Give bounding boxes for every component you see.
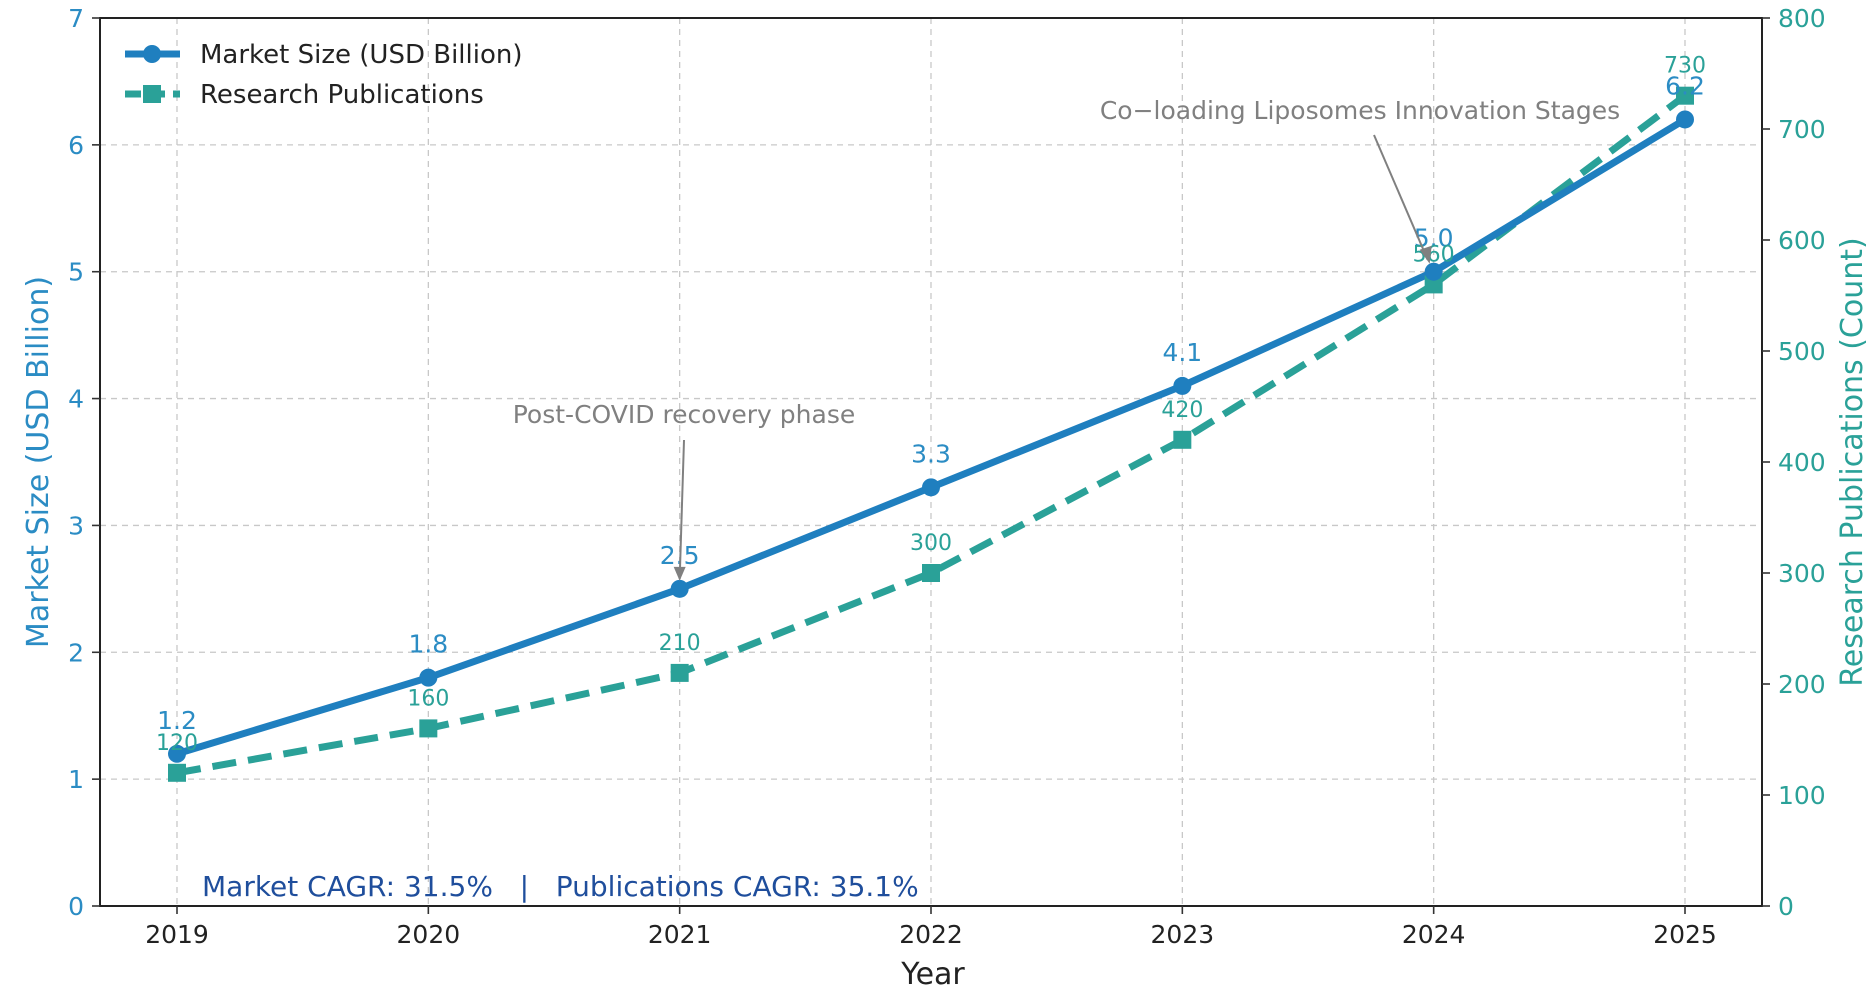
y-tick-label: 6 xyxy=(68,131,84,160)
annotation-arrow-line xyxy=(678,439,685,579)
annotation-arrowhead xyxy=(673,566,686,581)
x-tick-label: 2021 xyxy=(648,920,712,949)
market-size-point xyxy=(419,668,438,687)
market-size-point xyxy=(168,744,186,763)
y2-tick-label: 200 xyxy=(1778,670,1826,699)
market-size-data-label: 4.1 xyxy=(1162,338,1202,367)
legend-market-label: Market Size (USD Billion) xyxy=(200,40,523,70)
publications-data-label: 160 xyxy=(407,686,449,711)
publications-data-label: 730 xyxy=(1664,54,1706,79)
y-tick-label: 5 xyxy=(68,258,84,287)
x-tick-label: 2025 xyxy=(1653,920,1717,949)
market-size-point xyxy=(922,478,940,497)
publications-point xyxy=(1424,275,1443,294)
publications-point xyxy=(670,663,689,682)
cagr-summary: Market CAGR: 31.5% | Publications CAGR: … xyxy=(202,870,919,903)
y2-tick-label: 500 xyxy=(1778,337,1826,366)
annotation-arrow-line xyxy=(1373,134,1429,261)
publications-data-label: 560 xyxy=(1413,242,1455,267)
market-size-point xyxy=(1424,262,1443,281)
publications-data-label: 420 xyxy=(1161,398,1203,423)
x-tick-label: 2020 xyxy=(397,920,461,949)
publications-point xyxy=(1173,430,1192,449)
x-axis-title: Year xyxy=(900,957,965,988)
publications-data-label: 120 xyxy=(156,731,198,756)
market-size-point xyxy=(1676,110,1694,129)
y-tick-label: 1 xyxy=(68,765,84,794)
y2-tick-label: 700 xyxy=(1778,115,1826,144)
x-tick-label: 2019 xyxy=(145,920,209,949)
market-size-data-label: 5.0 xyxy=(1414,224,1454,253)
legend-publications-swatch-marker xyxy=(143,85,161,103)
y2-axis-title: Research Publications (Count) xyxy=(1835,237,1870,686)
publications-point xyxy=(419,719,438,738)
publications-data-label: 210 xyxy=(659,631,701,656)
publications-point xyxy=(922,564,940,582)
annotation-post-covid: Post-COVID recovery phase xyxy=(513,400,855,429)
y2-tick-label: 800 xyxy=(1778,4,1826,33)
y-tick-label: 3 xyxy=(68,511,84,540)
y2-tick-label: 100 xyxy=(1778,781,1826,810)
annotation-arrowhead xyxy=(1419,245,1432,264)
annotation-coloading: Co−loading Liposomes Innovation Stages xyxy=(1100,96,1620,125)
y2-tick-label: 300 xyxy=(1778,559,1826,588)
market-size-data-label: 3.3 xyxy=(911,439,951,468)
x-tick-label: 2023 xyxy=(1151,920,1215,949)
y2-tick-label: 600 xyxy=(1778,226,1826,255)
y2-tick-label: 400 xyxy=(1778,448,1826,477)
x-tick-label: 2024 xyxy=(1402,920,1466,949)
market-size-data-label: 1.2 xyxy=(157,706,197,735)
market-size-point xyxy=(670,579,689,598)
y-tick-label: 2 xyxy=(68,638,84,667)
publications-point xyxy=(168,763,186,782)
y-tick-label: 0 xyxy=(68,892,84,921)
y-tick-label: 7 xyxy=(68,4,84,33)
market-size-point xyxy=(1173,376,1192,395)
legend-publications-label: Research Publications xyxy=(200,80,484,110)
legend-market-swatch-marker xyxy=(143,45,161,63)
y-axis-title: Market Size (USD Billion) xyxy=(21,276,56,648)
publications-data-label: 300 xyxy=(910,531,952,556)
y2-tick-label: 0 xyxy=(1778,892,1794,921)
x-tick-label: 2022 xyxy=(899,920,963,949)
y-tick-label: 4 xyxy=(68,385,84,414)
market-size-data-label: 1.8 xyxy=(408,630,448,659)
market-size-data-label: 6.2 xyxy=(1665,71,1705,100)
publications-point xyxy=(1676,86,1694,105)
